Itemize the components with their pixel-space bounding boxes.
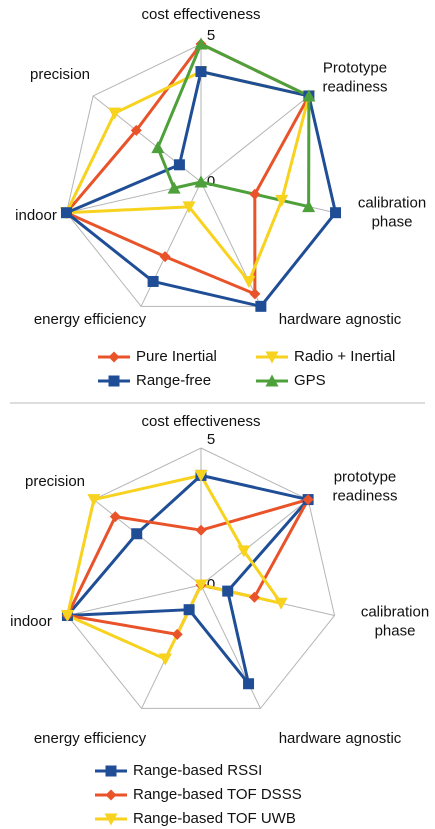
marker — [105, 789, 117, 801]
marker — [158, 653, 172, 666]
marker — [275, 194, 289, 207]
axis-label: indoor — [15, 207, 57, 224]
marker — [194, 469, 208, 482]
series-line — [64, 70, 338, 308]
marker — [302, 494, 314, 506]
marker — [60, 207, 72, 219]
marker — [249, 188, 261, 200]
marker — [243, 678, 255, 690]
marker — [159, 251, 171, 263]
marker — [302, 89, 316, 102]
r-tick-label: 5 — [207, 431, 215, 448]
series-line — [65, 473, 283, 661]
spoke — [140, 181, 202, 307]
legend-label: Range-based TOF UWB — [133, 810, 296, 827]
marker — [182, 201, 196, 214]
spoke — [200, 95, 310, 183]
marker — [108, 107, 122, 120]
marker — [194, 37, 208, 50]
marker — [195, 66, 207, 78]
axis-label: precision — [25, 473, 85, 490]
axis-label: precision — [30, 66, 90, 83]
marker — [194, 579, 208, 592]
axis-label: calibration — [361, 603, 429, 620]
marker — [255, 300, 267, 312]
axis-label: readiness — [332, 487, 397, 504]
legend-label: Range-based TOF DSSS — [133, 786, 302, 803]
axis-label: calibration — [358, 194, 426, 211]
marker — [265, 374, 279, 387]
legend-label: Radio + Inertial — [294, 348, 395, 365]
marker — [194, 175, 208, 188]
marker — [167, 181, 181, 194]
marker — [302, 200, 316, 213]
marker — [248, 591, 260, 603]
legend-label: Pure Inertial — [136, 348, 217, 365]
marker — [147, 275, 159, 287]
marker — [108, 351, 120, 363]
marker — [60, 609, 74, 622]
marker — [330, 207, 342, 219]
marker — [104, 813, 118, 826]
series-line — [65, 473, 310, 686]
marker — [274, 597, 288, 610]
axis-label: readiness — [322, 78, 387, 95]
marker — [131, 528, 143, 540]
legend-label: GPS — [294, 372, 326, 389]
axis-label: cost effectiveness — [142, 6, 261, 23]
series-line — [64, 70, 311, 283]
marker — [265, 351, 279, 364]
axis-label: energy efficiency — [34, 311, 147, 328]
r-tick-label: 0 — [207, 576, 215, 593]
marker — [87, 494, 101, 507]
axis-label: hardware agnostic — [279, 311, 402, 328]
axis-label: hardware agnostic — [279, 730, 402, 747]
legend-label: Range-based RSSI — [133, 762, 262, 779]
axis-label: indoor — [10, 613, 52, 630]
legend-label: Range-free — [136, 372, 211, 389]
marker — [249, 288, 261, 300]
marker — [222, 585, 234, 597]
spoke — [93, 499, 202, 586]
axis-label: cost effectiveness — [142, 413, 261, 430]
r-tick-label: 0 — [207, 173, 215, 190]
marker — [151, 141, 165, 154]
marker — [109, 511, 121, 523]
marker — [242, 275, 256, 288]
marker — [183, 604, 195, 616]
spoke — [200, 499, 309, 586]
marker — [173, 159, 185, 171]
axis-label: prototype — [334, 468, 397, 485]
axis-label: phase — [372, 213, 413, 230]
spoke — [67, 584, 202, 616]
radar-chart: 0 5 cost effectiveness Prototype readiness ca… — [15, 6, 426, 389]
marker — [171, 628, 183, 640]
r-tick-label: 5 — [207, 27, 215, 44]
marker — [105, 765, 117, 777]
marker — [195, 524, 207, 536]
marker — [237, 545, 251, 558]
axis-label: Prototype — [323, 59, 387, 76]
axis-label: energy efficiency — [34, 730, 147, 747]
series-line — [64, 42, 311, 296]
marker — [130, 124, 142, 136]
spoke — [200, 181, 262, 307]
axis-label: phase — [375, 622, 416, 639]
marker — [108, 375, 120, 387]
